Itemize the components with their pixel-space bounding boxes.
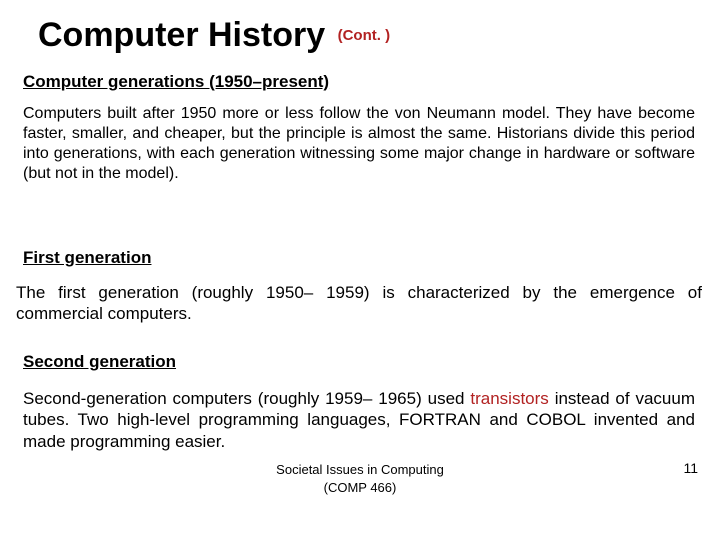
paragraph-second-gen: Second-generation computers (roughly 195… xyxy=(23,388,695,452)
title-continuation: (Cont. ) xyxy=(338,27,390,44)
paragraph-generations: Computers built after 1950 more or less … xyxy=(23,104,695,184)
slide: Computer History (Cont. ) Computer gener… xyxy=(0,0,720,540)
page-title: Computer History xyxy=(38,16,325,54)
page-number: 11 xyxy=(683,460,698,476)
footer-line-2: (COMP 466) xyxy=(0,480,720,495)
paragraph-first-gen: The first generation (roughly 1950– 1959… xyxy=(16,282,702,325)
subheading-first-gen: First generation xyxy=(23,248,151,268)
para3-accent-word: transistors xyxy=(470,389,548,408)
title-row: Computer History (Cont. ) xyxy=(38,16,390,55)
subheading-generations: Computer generations (1950–present) xyxy=(23,72,329,92)
subheading-second-gen: Second generation xyxy=(23,352,176,372)
footer-line-1: Societal Issues in Computing xyxy=(0,462,720,477)
para3-pre: Second-generation computers (roughly 195… xyxy=(23,389,470,408)
